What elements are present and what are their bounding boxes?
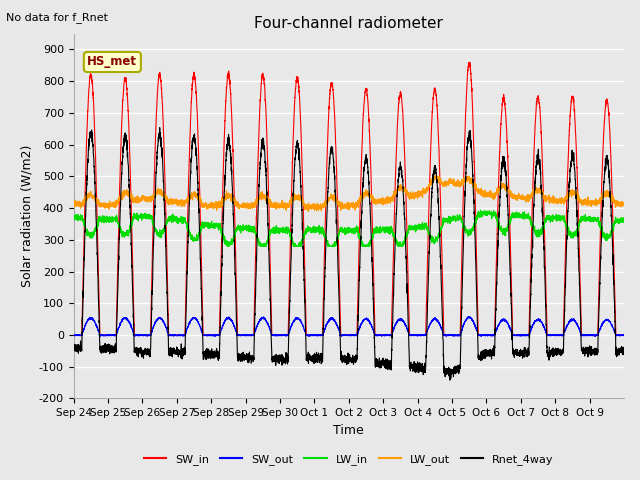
Title: Four-channel radiometer: Four-channel radiometer <box>254 16 444 31</box>
X-axis label: Time: Time <box>333 424 364 437</box>
Legend: SW_in, SW_out, LW_in, LW_out, Rnet_4way: SW_in, SW_out, LW_in, LW_out, Rnet_4way <box>140 450 558 469</box>
Text: No data for f_Rnet: No data for f_Rnet <box>6 12 108 23</box>
Text: HS_met: HS_met <box>88 56 138 69</box>
Y-axis label: Solar radiation (W/m2): Solar radiation (W/m2) <box>20 145 33 287</box>
